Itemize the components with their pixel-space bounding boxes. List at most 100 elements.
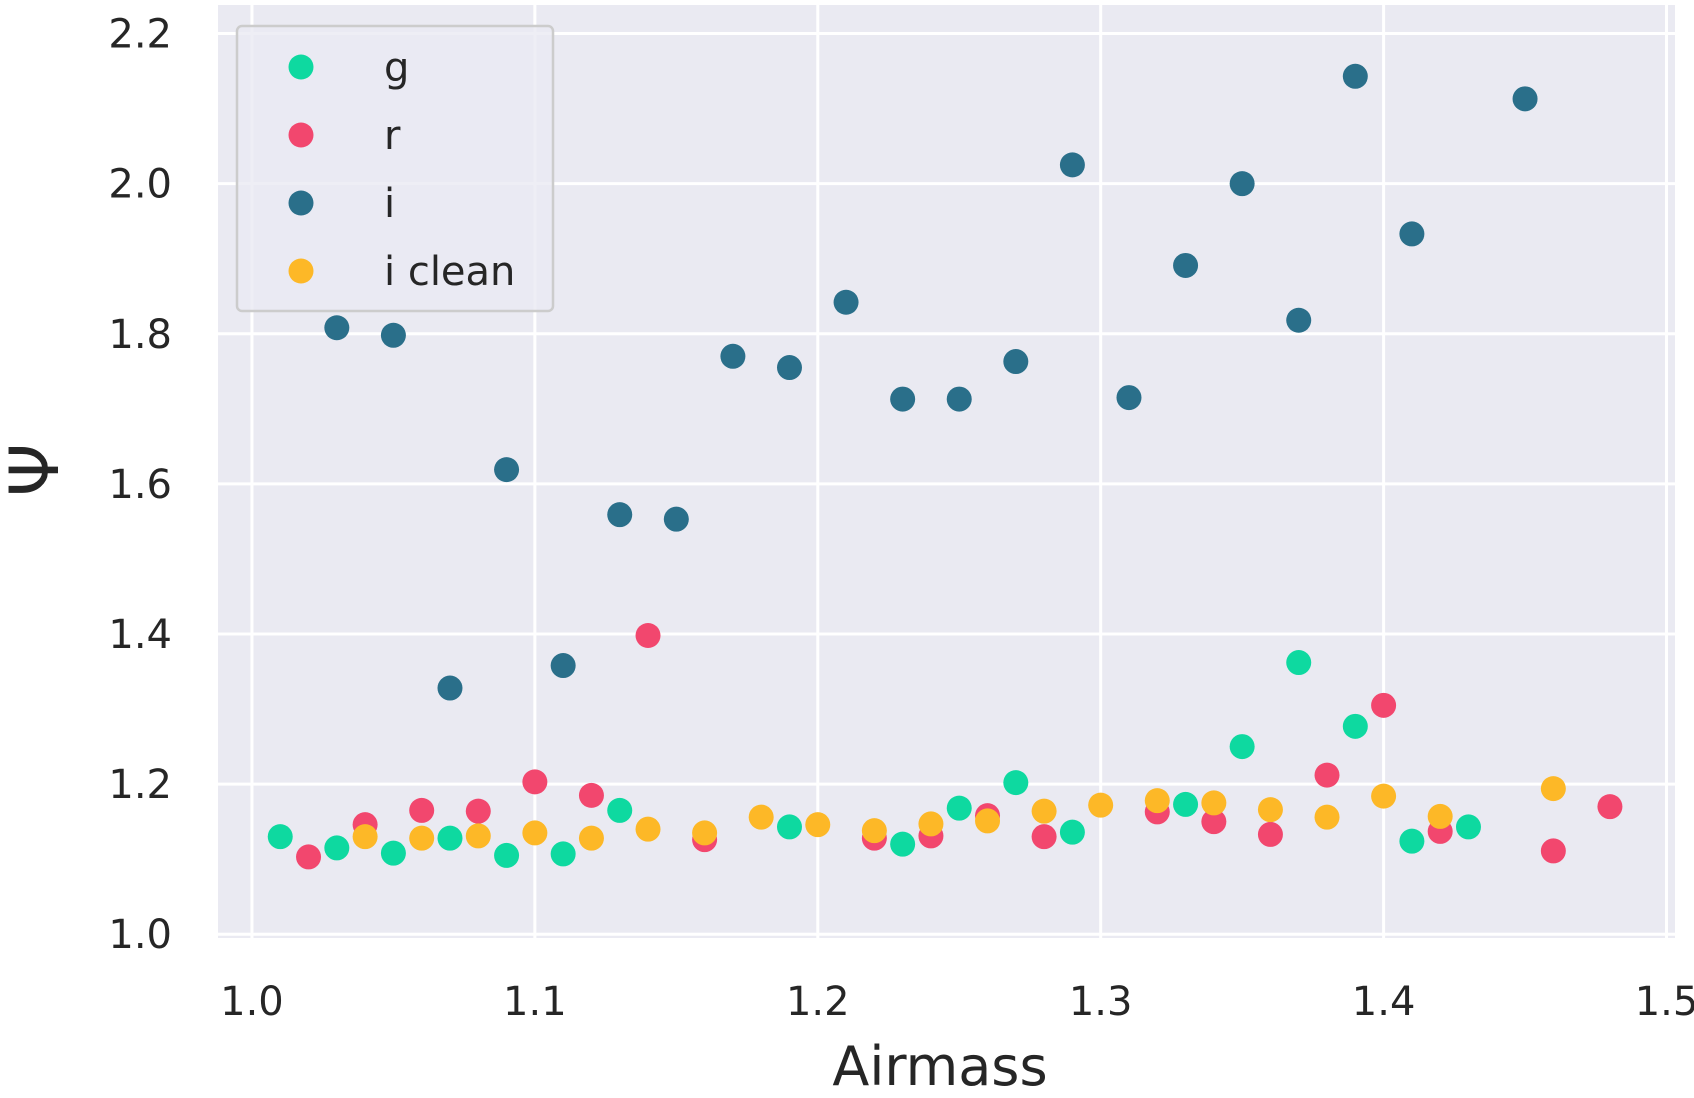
point-i [1342, 63, 1368, 89]
x-tick-label: 1.5 [1635, 979, 1694, 1025]
point-i-clean [635, 816, 661, 842]
point-i-clean [352, 824, 378, 850]
point-g [776, 814, 802, 840]
point-i [720, 343, 746, 369]
point-i-clean [1427, 803, 1453, 829]
legend-label-g: g [384, 45, 409, 91]
point-r [1257, 821, 1283, 847]
legend-box [235, 24, 555, 313]
point-g [267, 824, 293, 850]
y-tick-label: 1.8 [108, 312, 172, 358]
point-i-clean [975, 808, 1001, 834]
legend-marker-r [288, 122, 314, 148]
point-i [776, 355, 802, 381]
point-i-clean [522, 820, 548, 846]
point-i [1229, 171, 1255, 197]
point-r [1371, 692, 1397, 718]
x-axis-title: Airmass [832, 1035, 1047, 1098]
point-g [380, 840, 406, 866]
point-i-clean [1031, 798, 1057, 824]
point-r [1540, 838, 1566, 864]
point-g [1059, 819, 1085, 845]
grid-lines [218, 5, 1675, 938]
point-i-clean [1144, 788, 1170, 814]
point-i-clean [1201, 790, 1227, 816]
point-i [1003, 349, 1029, 375]
legend-marker-i-clean [288, 258, 314, 284]
legend-label-i: i [384, 181, 395, 227]
y-tick-label: 2.2 [108, 12, 172, 58]
point-g [1173, 791, 1199, 817]
point-g [1286, 650, 1312, 676]
point-r [635, 623, 661, 649]
point-i [437, 675, 463, 701]
point-i [607, 502, 633, 528]
point-r [1314, 762, 1340, 788]
legend-marker-i [288, 190, 314, 216]
y-tick-label: 1.4 [108, 612, 172, 658]
y-axis-title: Ψ [0, 443, 75, 497]
point-g [890, 831, 916, 857]
point-i-clean [692, 820, 718, 846]
point-i-clean [1371, 783, 1397, 809]
point-i [1059, 152, 1085, 178]
point-i [1286, 307, 1312, 333]
legend-items: gri i clean [288, 45, 515, 295]
point-g [494, 842, 520, 868]
point-i-clean [1257, 797, 1283, 823]
point-i [663, 506, 689, 532]
point-i [550, 653, 576, 679]
point-r [522, 769, 548, 795]
y-tick-label: 1.2 [108, 762, 172, 808]
x-tick-labels: 1.0 1.1 1.2 1.3 1.4 1.5 [220, 979, 1694, 1025]
point-i [1399, 221, 1425, 247]
y-tick-label: 1.0 [108, 912, 172, 958]
point-i-clean [1088, 792, 1114, 818]
y-tick-label: 1.6 [108, 462, 172, 508]
point-i [833, 289, 859, 315]
point-i [1512, 86, 1538, 112]
point-i-clean [1314, 804, 1340, 830]
point-i-clean [918, 811, 944, 837]
legend-label-i-clean: i clean [384, 249, 515, 295]
point-g [607, 797, 633, 823]
point-i [380, 322, 406, 348]
point-i-clean [1540, 776, 1566, 802]
point-i [1116, 385, 1142, 411]
point-g [1229, 734, 1255, 760]
x-tick-label: 1.1 [503, 979, 567, 1025]
y-tick-label: 2.0 [108, 162, 172, 208]
point-i-clean [805, 812, 831, 838]
x-tick-label: 1.3 [1069, 979, 1133, 1025]
point-g [1455, 814, 1481, 840]
point-i [946, 386, 972, 412]
y-tick-labels: 1.0 1.2 1.4 1.6 1.8 2.0 2.2 [108, 12, 172, 959]
point-g [946, 795, 972, 821]
x-tick-label: 1.2 [786, 979, 850, 1025]
legend-marker-g [288, 54, 314, 80]
point-g [1342, 713, 1368, 739]
legend: gri i clean [235, 24, 555, 313]
point-g [1399, 828, 1425, 854]
point-i [1173, 252, 1199, 278]
point-r [1597, 794, 1623, 820]
point-i [890, 386, 916, 412]
data-points [267, 63, 1623, 870]
point-i-clean [748, 804, 774, 830]
point-r [409, 797, 435, 823]
point-i-clean [578, 825, 604, 851]
point-r [296, 844, 322, 870]
point-r [1031, 824, 1057, 850]
point-r [465, 798, 491, 824]
x-tick-label: 1.4 [1352, 979, 1416, 1025]
point-g [550, 841, 576, 867]
point-i-clean [409, 825, 435, 851]
point-i-clean [465, 823, 491, 849]
point-g [437, 825, 463, 851]
legend-label-r: r [384, 113, 401, 159]
point-r [578, 782, 604, 808]
point-g [324, 835, 350, 861]
point-i-clean [861, 818, 887, 844]
x-tick-label: 1.0 [220, 979, 284, 1025]
